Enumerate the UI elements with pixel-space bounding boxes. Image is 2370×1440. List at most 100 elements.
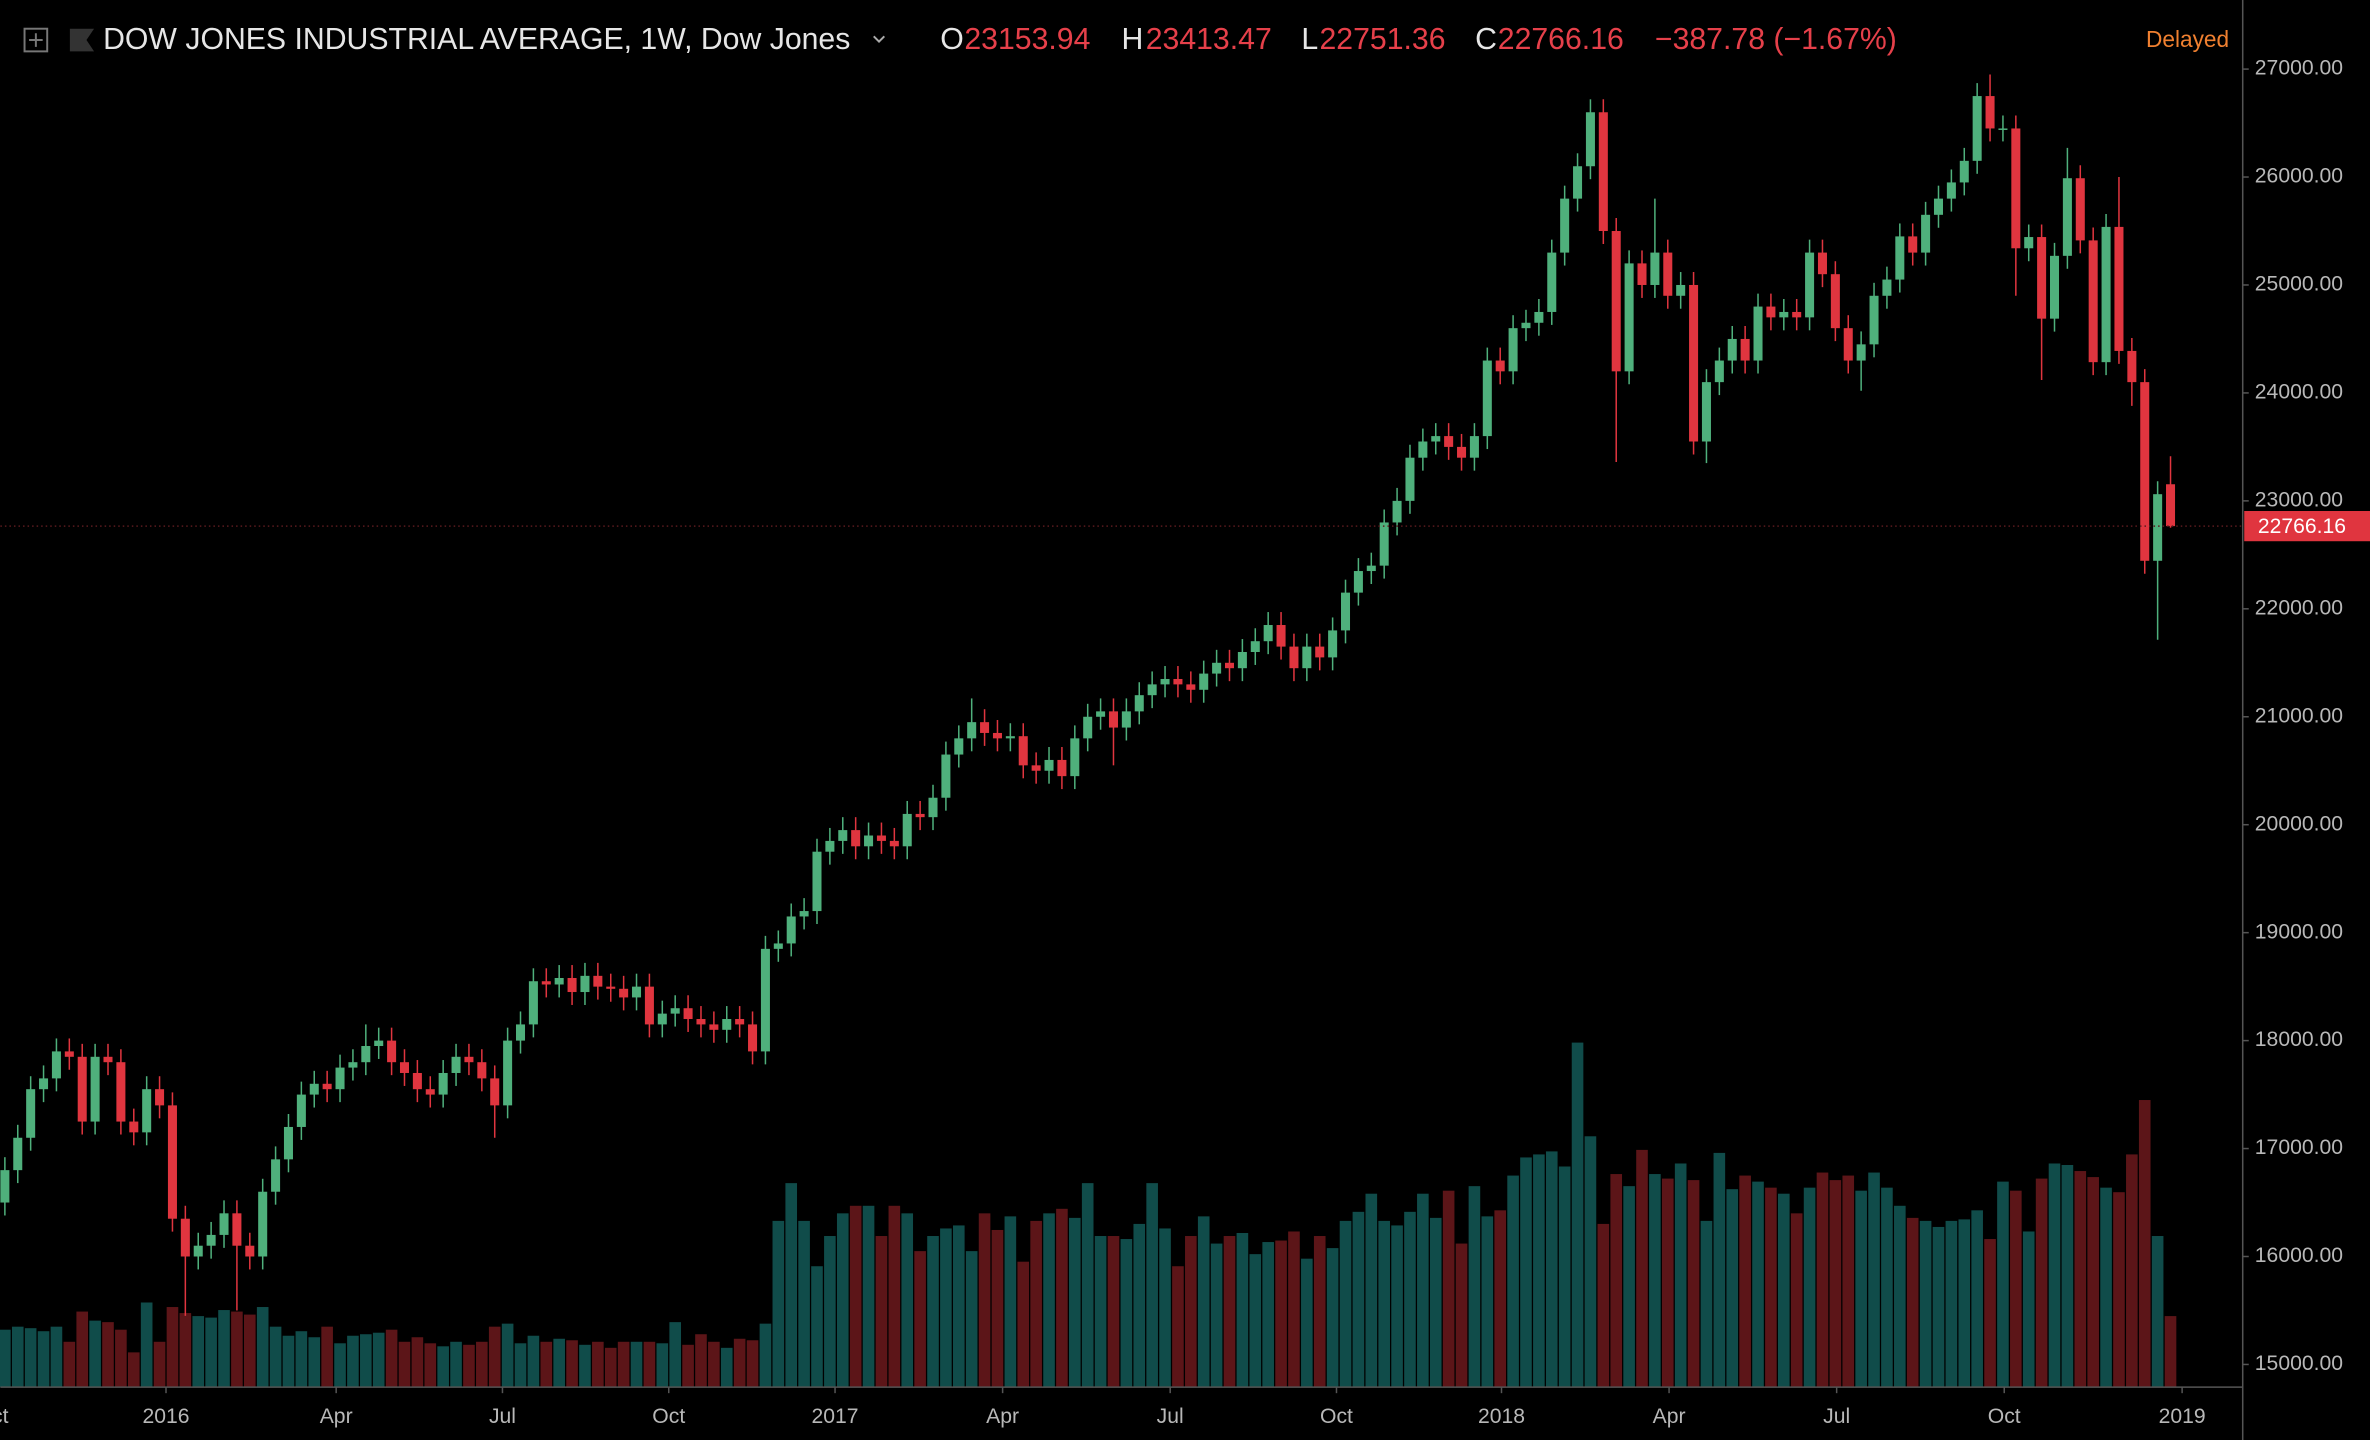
volume-bar (1623, 1186, 1635, 1388)
volume-bar (1030, 1220, 1042, 1388)
volume-bar (192, 1316, 205, 1388)
candle-body (1418, 441, 1428, 458)
candle-body (864, 835, 874, 847)
candle-body (606, 986, 616, 989)
volume-bar (2022, 1231, 2035, 1388)
candle-body (1186, 684, 1196, 690)
volume-bar (1262, 1242, 1274, 1388)
candle-body (451, 1056, 461, 1073)
volume-bar (579, 1344, 591, 1388)
candle-body (1895, 236, 1905, 280)
candle-body (477, 1062, 487, 1079)
candle-body (928, 797, 938, 818)
volume-bar (179, 1313, 192, 1388)
volume-bar (1597, 1223, 1610, 1388)
symbol-title[interactable]: DOW JONES INDUSTRIAL AVERAGE, 1W, Dow Jo… (103, 23, 850, 56)
candle-body (1753, 306, 1763, 361)
add-icon[interactable] (23, 27, 49, 53)
candle-body (1560, 198, 1570, 253)
y-tick-label: 20000.00 (2255, 812, 2343, 835)
volume-bar (360, 1334, 372, 1388)
candle-body (773, 943, 783, 949)
candle-body (1482, 360, 1492, 437)
volume-bar (1455, 1243, 1468, 1388)
volume-bar (501, 1323, 514, 1388)
candle-body (1224, 662, 1235, 669)
volume-bar (862, 1205, 875, 1388)
volume-bar (1636, 1149, 1648, 1388)
candle-body (425, 1089, 435, 1095)
candle-body (657, 1013, 667, 1025)
volume-bar (1494, 1210, 1507, 1388)
candle-body (1392, 500, 1402, 523)
volume-bar (914, 1251, 926, 1388)
candle-body (374, 1040, 384, 1047)
volume-bar (952, 1225, 965, 1388)
y-tick-label: 23000.00 (2255, 488, 2343, 511)
candle-body (1044, 759, 1054, 771)
volume-bar (643, 1341, 656, 1388)
candle-body (593, 975, 603, 987)
candle-body (554, 977, 564, 985)
candle-body (167, 1105, 177, 1219)
volume-bar (1765, 1187, 1777, 1388)
candle-body (941, 754, 951, 798)
volume-bar (2164, 1316, 2177, 1388)
volume-bar (1404, 1211, 1416, 1388)
volume-bar (733, 1338, 746, 1388)
volume-bar (102, 1322, 114, 1388)
candle-body (51, 1051, 61, 1079)
candle-body (155, 1089, 165, 1106)
candle-body (528, 981, 538, 1025)
candle-body (103, 1056, 113, 1063)
candle-body (1199, 673, 1209, 690)
candle-body (825, 840, 835, 852)
volume-bar (347, 1335, 359, 1388)
volume-bar (488, 1326, 501, 1388)
volume-bar (1249, 1254, 1262, 1388)
candle-body (1160, 678, 1170, 685)
x-tick-label: 2019 (2159, 1405, 2206, 1428)
candle-body (567, 977, 577, 993)
candle-body (2062, 178, 2072, 256)
candle-body (1302, 646, 1312, 669)
volume-bar (617, 1341, 630, 1388)
volume-bar (218, 1310, 230, 1388)
volume-bar (2100, 1187, 2112, 1388)
candle-body (1083, 716, 1093, 739)
candle-body (1534, 311, 1544, 323)
candle-body (1070, 738, 1080, 777)
volume-bar (166, 1307, 179, 1388)
candle-body (1908, 236, 1918, 253)
volume-bar (592, 1341, 604, 1388)
volume-bar (1069, 1217, 1081, 1388)
ohlc-value: 22766.16 (1498, 23, 1624, 56)
volume-bar (940, 1228, 952, 1388)
volume-bar (656, 1343, 669, 1388)
candle-body (838, 830, 848, 841)
volume-bar (1584, 1136, 1597, 1388)
volume-bar (1894, 1205, 1906, 1388)
candle-body (1508, 328, 1518, 372)
volume-bar (140, 1302, 153, 1388)
volume-bar (824, 1236, 836, 1388)
volume-bar (1971, 1210, 1983, 1388)
volume-bar (1661, 1178, 1674, 1388)
candle-body (399, 1062, 409, 1073)
candle-body (1689, 284, 1699, 442)
candle-body (361, 1046, 371, 1063)
volume-bar (1545, 1151, 1558, 1388)
volume-bar (1829, 1180, 1842, 1388)
volume-bar (1610, 1174, 1623, 1388)
volume-bar (927, 1236, 939, 1388)
volume-bar (385, 1329, 398, 1388)
chevron[interactable] (873, 35, 886, 43)
candle-body (1315, 646, 1325, 658)
candle-body (1921, 214, 1931, 253)
volume-bar (2074, 1171, 2087, 1388)
y-tick-label: 25000.00 (2255, 273, 2343, 296)
candle-body (1212, 662, 1222, 674)
candle-body (219, 1213, 229, 1235)
volume-bar (1210, 1243, 1223, 1388)
y-tick-label: 27000.00 (2255, 57, 2343, 80)
